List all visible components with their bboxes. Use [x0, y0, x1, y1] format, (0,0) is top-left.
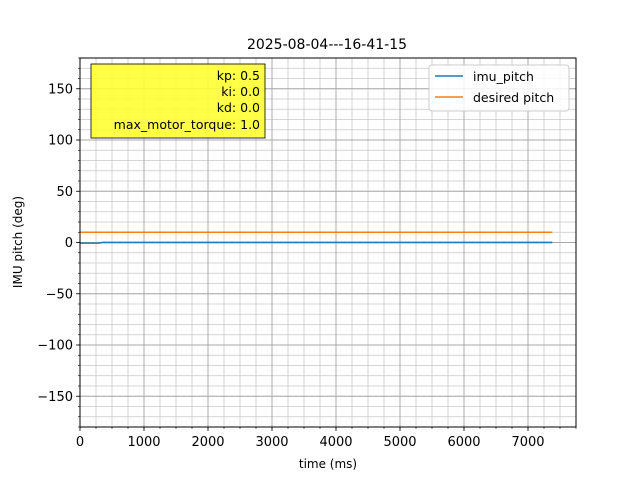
x-tick-label: 6000 [447, 435, 480, 450]
x-tick-label: 3000 [255, 435, 288, 450]
x-tick-label: 5000 [383, 435, 416, 450]
x-axis-label: time (ms) [299, 457, 357, 471]
y-tick-label: 100 [48, 134, 73, 149]
legend-label-imu-pitch: imu_pitch [473, 69, 534, 84]
y-tick-label: −50 [46, 287, 73, 302]
y-tick-label: −100 [37, 339, 73, 354]
param-line: ki: 0.0 [221, 84, 260, 99]
x-tick-label: 2000 [191, 435, 224, 450]
y-tick-label: 0 [65, 236, 73, 251]
series-layer [80, 231, 553, 244]
param-box-background [90, 63, 266, 139]
y-tick-label: 50 [56, 185, 73, 200]
axis-ticks [76, 57, 577, 431]
x-tick-label: 4000 [319, 435, 352, 450]
param-line: max_motor_torque: 1.0 [114, 117, 260, 132]
legend-label-desired-pitch: desired pitch [473, 90, 554, 105]
y-axis-label: IMU pitch (deg) [11, 196, 25, 288]
tick-labels: 0 1000 2000 3000 4000 5000 6000 7000−150−100−50… [37, 82, 544, 450]
param-box: kp: 0.5 ki: 0.0 kd: 0.0 max_motor_torque… [90, 63, 266, 139]
chart-title: 2025-08-04---16-41-15 [247, 37, 407, 53]
y-tick-label: −150 [37, 390, 73, 405]
x-tick-label: 7000 [511, 435, 544, 450]
legend-box [428, 64, 570, 112]
series-line-imu-pitch [80, 241, 553, 244]
x-tick-label: 1000 [127, 435, 160, 450]
x-tick-label: 0 [76, 435, 84, 450]
param-line: kp: 0.5 [217, 68, 260, 83]
param-line: kd: 0.0 [217, 100, 260, 115]
y-tick-label: 150 [48, 82, 73, 97]
legend: imu_pitch desired pitch [428, 64, 570, 112]
